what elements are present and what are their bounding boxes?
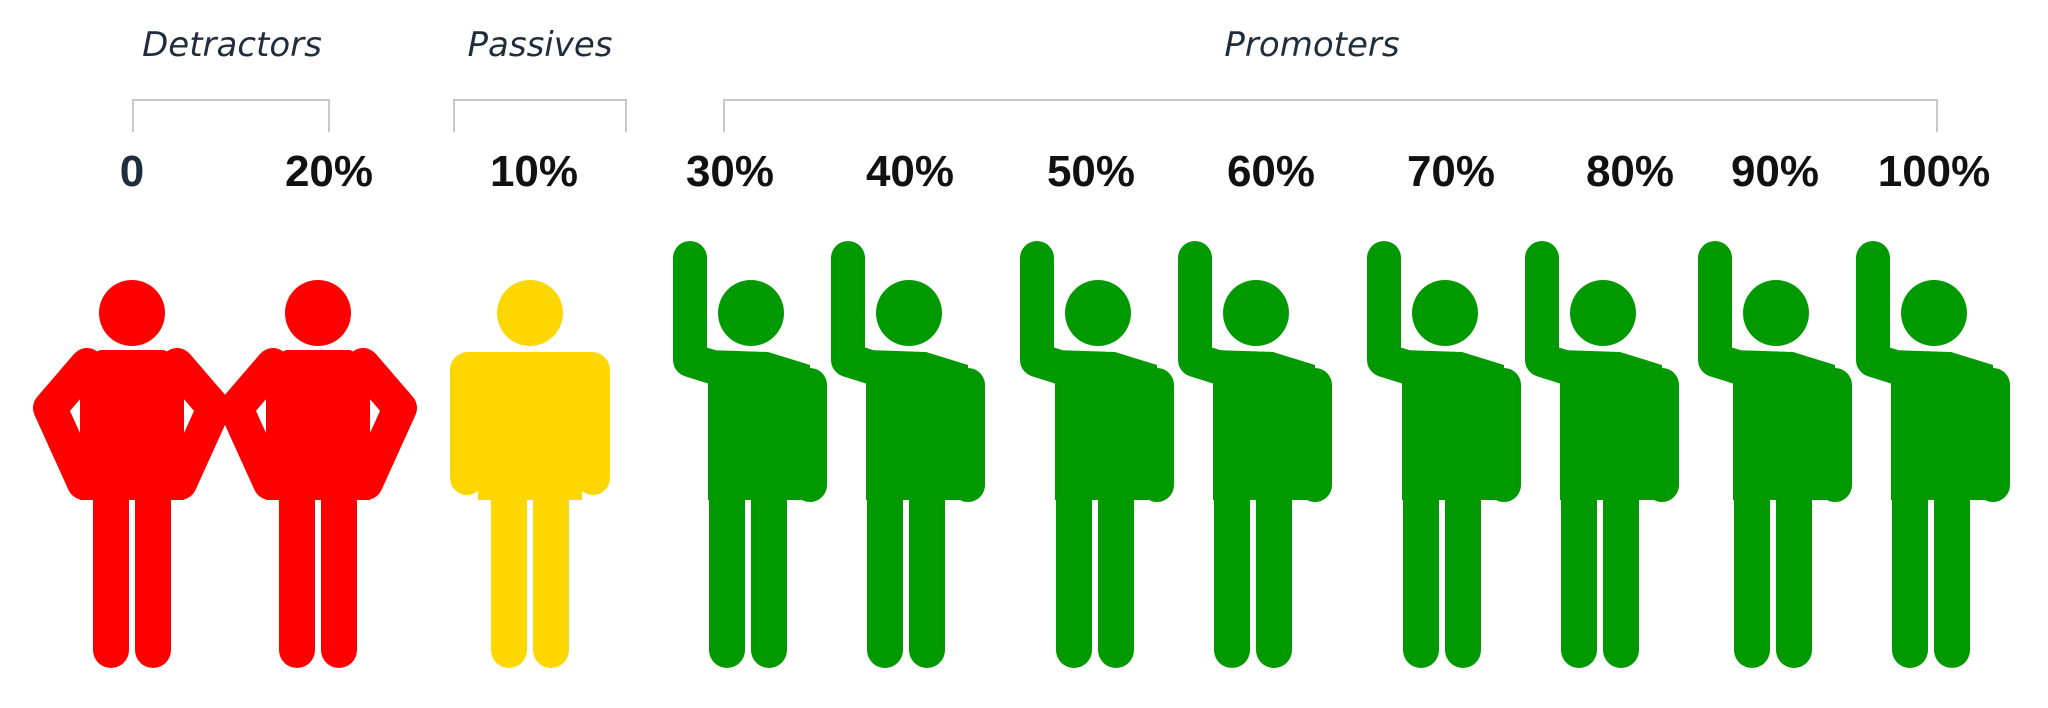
detractor-figure-icon (219, 280, 417, 668)
scale-label-8: 80% (1586, 147, 1674, 196)
promoters-label: Promoters (1224, 25, 1399, 65)
scale-label-10: 100% (1878, 147, 1991, 196)
detractor-figure-icon (33, 280, 231, 668)
scale-label-9: 90% (1731, 147, 1819, 196)
scale-label-6: 60% (1227, 147, 1315, 196)
promoter-figure-icon (673, 241, 827, 668)
scale-label-5: 50% (1047, 147, 1135, 196)
figures-row (33, 241, 2010, 668)
promoters-bracket (723, 99, 1938, 132)
promoter-figure-icon (1367, 241, 1521, 668)
promoter-figure-icon (831, 241, 985, 668)
detractors-bracket (132, 99, 330, 132)
promoter-figure-icon (1698, 241, 1852, 668)
scale-label-0: 0 (120, 147, 144, 196)
scale-label-2: 10% (490, 147, 578, 196)
promoter-figure-icon (1525, 241, 1679, 668)
scale-label-3: 30% (686, 147, 774, 196)
scale-label-7: 70% (1407, 147, 1495, 196)
promoter-figure-icon (1856, 241, 2010, 668)
passive-figure-icon (450, 280, 610, 668)
detractors-label: Detractors (142, 25, 322, 65)
passives-label: Passives (468, 25, 613, 65)
promoter-figure-icon (1020, 241, 1174, 668)
scale-label-1: 20% (285, 147, 373, 196)
scale-label-4: 40% (866, 147, 954, 196)
promoter-figure-icon (1178, 241, 1332, 668)
passives-bracket (453, 99, 627, 132)
